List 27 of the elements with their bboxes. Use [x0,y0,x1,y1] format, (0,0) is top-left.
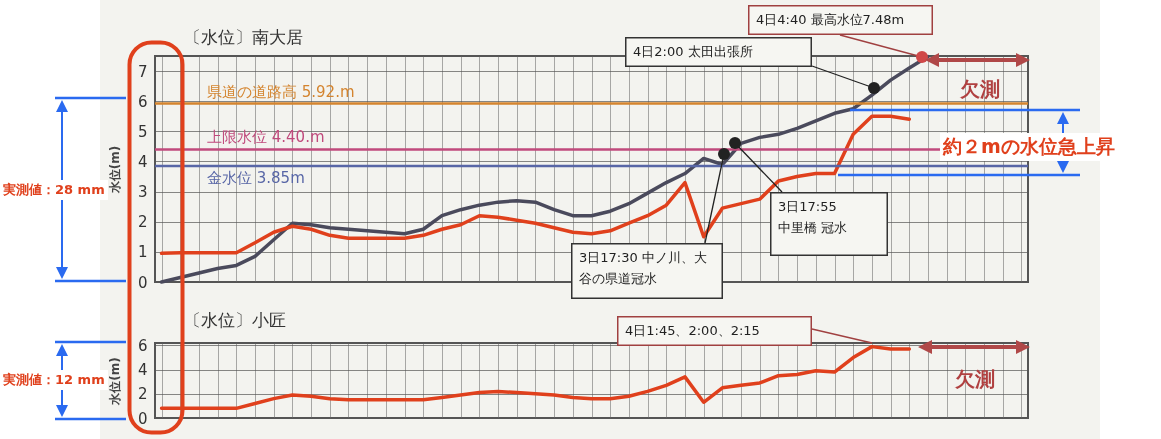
y-tick-label: 2 [137,213,148,232]
ref-line-label: 県道の道路高 5.92.m [207,82,355,101]
y-tick-label: 7 [137,62,148,81]
y-tick-label: 3 [137,183,148,202]
text: 実測値：12 mm [0,370,108,390]
y-axis-title: 水位(m) [107,357,122,406]
y-tick-label: 5 [137,122,148,141]
chart-title: 〔水位〕南大居 [184,26,303,47]
annotation: 欠測 [960,76,1000,103]
y-tick-label: 4 [137,361,148,380]
chart-title: 〔水位〕小匠 [184,310,286,331]
y-tick-label: 6 [137,92,148,111]
y-tick-label: 2 [137,385,148,404]
text: 実測値：28 mm [0,180,108,200]
annotation: 3日17:30 中ノ川、大谷の県道冠水 [578,249,708,288]
y-tick-label: 0 [137,409,148,428]
line-series [159,344,912,411]
ref-line-label: 上限水位 4.40.m [207,128,325,147]
annotation: 欠測 [955,366,995,393]
y-tick-label: 4 [137,152,148,171]
y-axis-title: 水位(m) [107,145,122,195]
y-tick-label: 0 [137,273,148,292]
y-tick-label: 6 [137,336,148,355]
annotation: 約２mの水位急上昇 [940,133,1118,161]
y-tick-label: 1 [137,243,148,262]
ref-line-label: 金水位 3.85m [207,168,305,187]
annotation: 3日17:55中里橋 冠水 [777,198,849,237]
